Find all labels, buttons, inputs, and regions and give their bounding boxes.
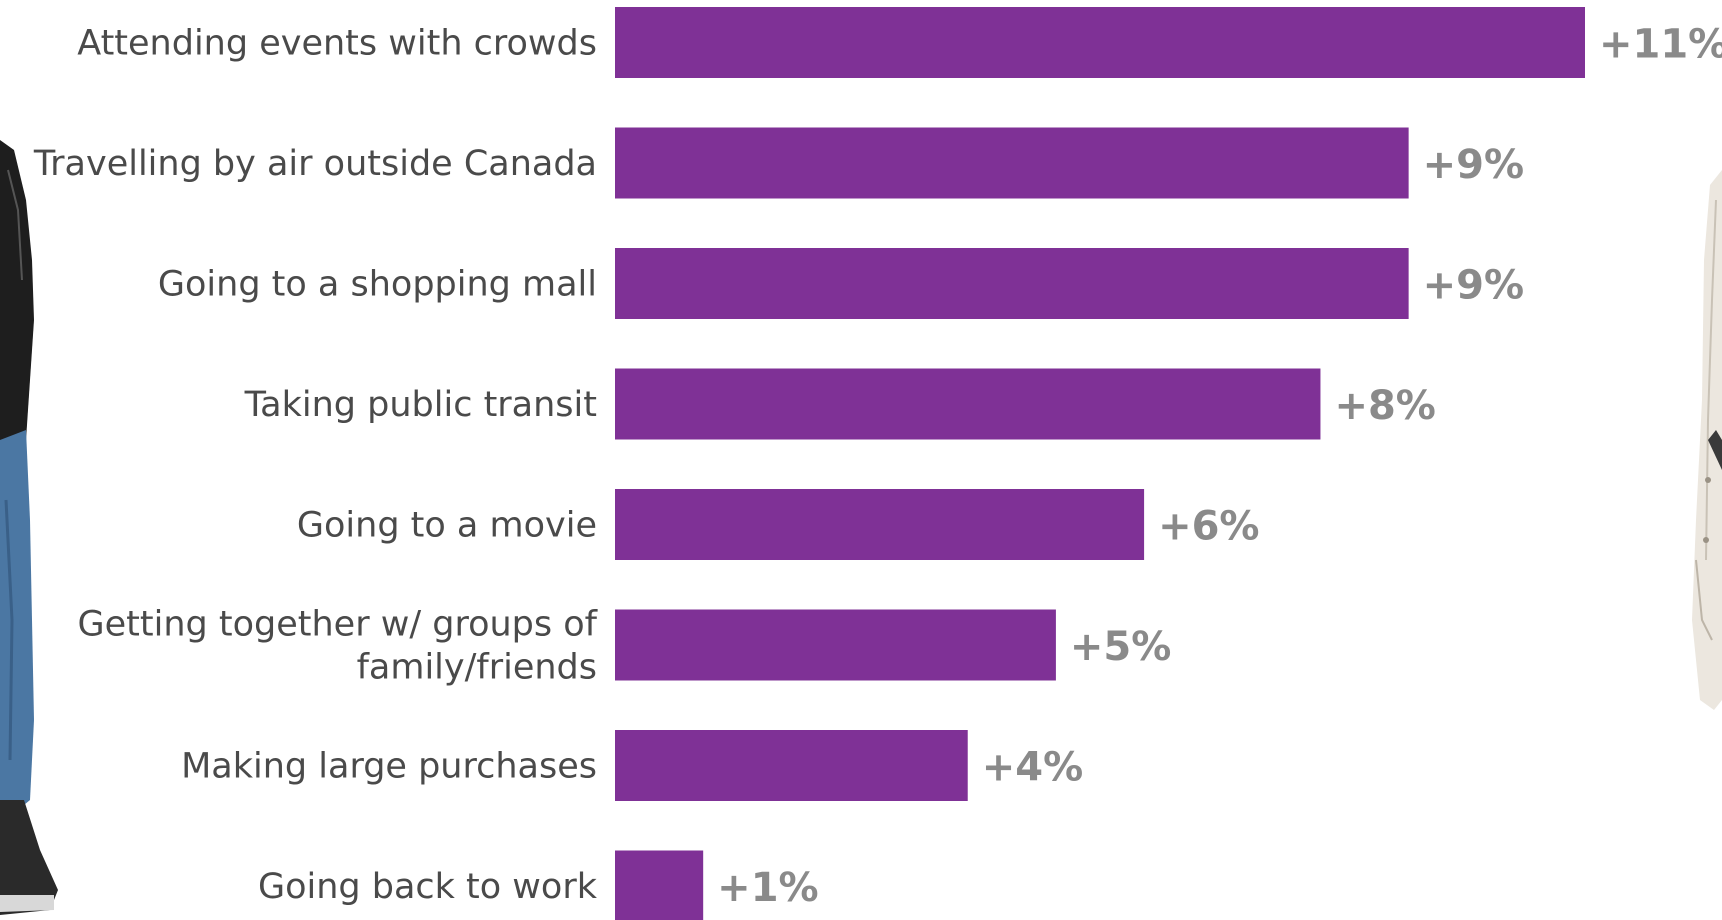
bar-6	[615, 609, 1056, 681]
right-person-figure	[1672, 0, 1722, 920]
category-label-7: Making large purchases	[181, 747, 597, 787]
value-label-8: +1%	[717, 865, 818, 911]
bar-3	[615, 248, 1409, 319]
value-label-1: +11%	[1599, 22, 1722, 68]
value-labels-layer: +11% +9% +9% +8% +6% +5% +4% +1%	[717, 22, 1722, 912]
bar-5	[615, 489, 1145, 560]
bar-2	[615, 127, 1409, 199]
category-label-6: Getting together w/ groups of family/frie…	[78, 605, 598, 688]
category-label-1: Attending events with crowds	[77, 24, 597, 64]
bar-4	[615, 368, 1321, 440]
value-label-6: +5%	[1070, 624, 1171, 670]
bar-8	[615, 850, 704, 920]
category-labels-layer: Attending events with crowds Travelling b…	[33, 24, 598, 908]
value-label-3: +9%	[1423, 263, 1524, 309]
category-label-2: Travelling by air outside Canada	[33, 144, 597, 184]
bar-7	[615, 730, 968, 801]
category-label-8: Going back to work	[258, 867, 598, 907]
value-label-7: +4%	[982, 745, 1083, 791]
value-label-5: +6%	[1158, 504, 1259, 550]
category-label-5: Going to a movie	[297, 506, 597, 546]
value-label-4: +8%	[1334, 383, 1435, 429]
left-person-figure	[0, 0, 60, 920]
person-left-icon	[0, 140, 58, 915]
category-label-3: Going to a shopping mall	[158, 265, 597, 305]
value-label-2: +9%	[1423, 142, 1524, 188]
category-label-4: Taking public transit	[244, 385, 597, 425]
bar-1	[615, 7, 1585, 78]
person-right-icon	[1692, 170, 1722, 710]
bars-layer	[615, 7, 1585, 920]
